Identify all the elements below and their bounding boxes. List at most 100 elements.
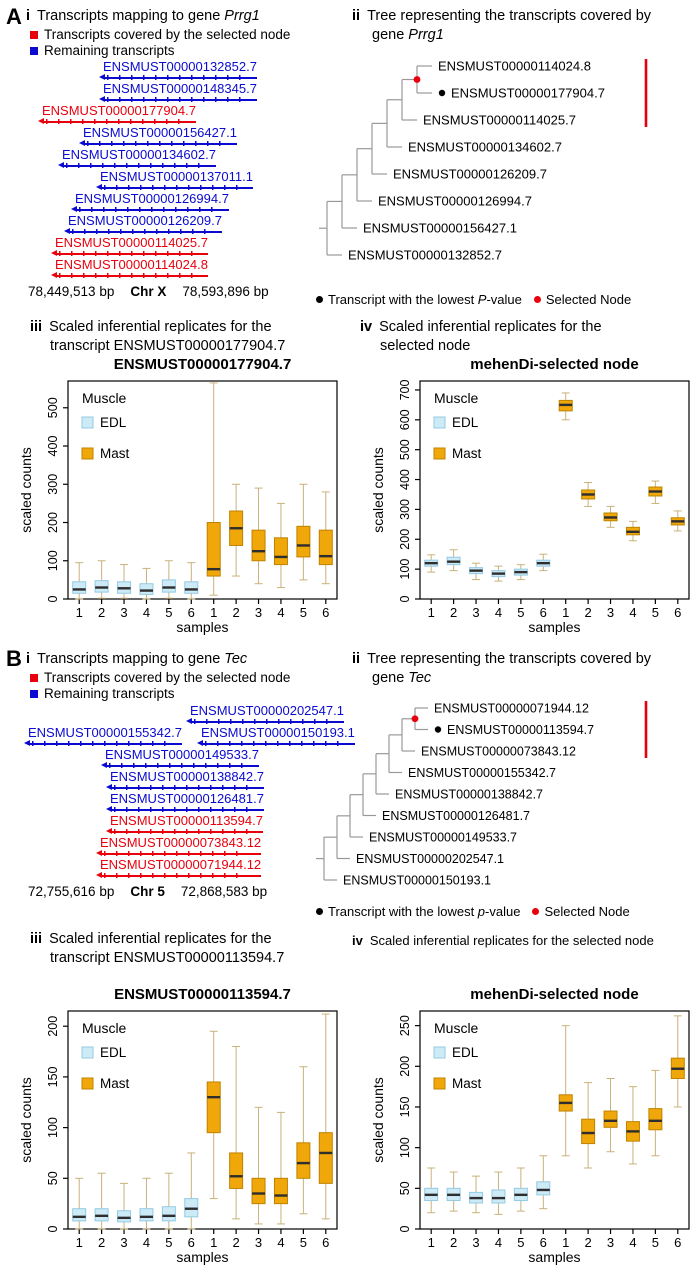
transcript-item: ENSMUST00000071944.12 [96, 858, 262, 879]
y-tick-label: 200 [46, 1016, 60, 1037]
transcript-item: ENSMUST00000073843.12 [96, 836, 262, 857]
transcript-track-line [96, 184, 253, 191]
transcript-row: ENSMUST00000149533.7 [28, 748, 358, 770]
y-tick-label: 100 [46, 550, 60, 571]
strand-arrow-icon [76, 140, 85, 146]
box-mast [318, 1132, 333, 1184]
x-tick-label: 1 [76, 605, 83, 620]
transcript-track-line [96, 850, 262, 857]
transcript-item: ENSMUST00000126481.7 [106, 791, 264, 813]
box-edl [536, 1181, 551, 1196]
transcript-row: ENSMUST00000126209.7 [30, 214, 360, 236]
legend-swatch-edl [81, 416, 94, 429]
legend-title: Muscle [434, 1020, 479, 1036]
panel-b-iii-header: iii Scaled inferential replicates for the… [30, 930, 350, 968]
panel-a-i-num: i [26, 8, 31, 24]
box-mast [296, 1142, 311, 1179]
transcript-track-line [186, 718, 344, 725]
boxplot-a-iv-title: mehenDi-selected node [470, 356, 639, 373]
selected-node-label: Selected Node [544, 904, 630, 919]
legend-entry-label: Mast [452, 446, 482, 461]
covered-square-icon [30, 31, 38, 40]
tree-leaf-label: ENSMUST00000071944.12 [434, 702, 589, 716]
tree-leaf-label: ENSMUST00000114025.7 [423, 113, 576, 128]
transcript-item: ENSMUST00000113594.7 [106, 813, 263, 835]
y-tick-label: 0 [398, 1225, 412, 1232]
legend-title: Muscle [82, 390, 127, 406]
panel-b-iii-line1: Scaled inferential replicates for the [49, 931, 272, 947]
transcript-row: ENSMUST00000073843.12 [28, 836, 358, 858]
boxes [424, 1015, 685, 1215]
panel-b-label: B [6, 646, 22, 671]
box-mast [273, 537, 288, 566]
strand-arrow-icon [35, 118, 44, 124]
transcript-label: ENSMUST00000126994.7 [75, 191, 229, 206]
x-tick-label: 5 [652, 605, 659, 620]
panel-a-genome-axis: 78,449,513 bp Chr X 78,593,896 bp [28, 284, 269, 299]
y-tick-label: 0 [46, 595, 60, 602]
y-tick-label: 50 [398, 1181, 412, 1195]
x-tick-label: 2 [450, 605, 457, 620]
transcript-track-line [38, 118, 196, 125]
x-tick-label: 6 [322, 605, 329, 620]
tree-leaf-label: ENSMUST00000126481.7 [382, 809, 530, 823]
legend-entry-label: EDL [452, 1045, 479, 1060]
box-mast [318, 529, 333, 566]
pvalue-suffix: -value [485, 904, 521, 919]
transcript-track-line [106, 828, 263, 835]
boxes [424, 392, 685, 582]
x-tick-label: 4 [495, 1235, 502, 1250]
x-tick-label: 4 [277, 1235, 284, 1250]
panel-a-i-title: Transcripts mapping to gene [37, 8, 221, 24]
pvalue-symbol: p [477, 904, 486, 919]
y-tick-label: 300 [46, 474, 60, 495]
panel-a-tree-legend: Transcript with the lowest P-value Select… [316, 292, 631, 307]
box-edl [184, 581, 199, 594]
transcript-item: ENSMUST00000114025.7 [51, 236, 208, 257]
strand-arrow-icon [55, 162, 64, 168]
plot-legend: Muscle EDL Mast [81, 390, 130, 461]
panel-a-iii-line2: transcript ENSMUST00000177904.7 [50, 337, 286, 354]
y-tick-label: 200 [398, 1056, 412, 1077]
x-tick-label: 3 [607, 1235, 614, 1250]
transcript-track-line [51, 250, 208, 257]
box-edl [161, 1206, 176, 1222]
transcript-label: ENSMUST00000177904.7 [42, 103, 196, 118]
x-tick-label: 3 [472, 605, 479, 620]
legend-entry-label: EDL [100, 415, 127, 430]
plot-legend: Muscle EDL Mast [81, 1020, 130, 1091]
y-tick-label: 600 [398, 409, 412, 430]
legend-entry-label: Mast [100, 1076, 130, 1091]
remaining-square-icon [30, 47, 38, 56]
tree-leaf-label: ENSMUST00000114024.8 [438, 59, 591, 74]
transcript-label: ENSMUST00000126481.7 [110, 791, 264, 806]
legend-title: Muscle [434, 390, 479, 406]
legend-swatch-edl [433, 416, 446, 429]
tree-leaf-label: ENSMUST00000073843.12 [421, 745, 576, 759]
transcript-row: ENSMUST00000114025.7 [30, 236, 360, 258]
transcript-row: ENSMUST00000137011.1 [30, 170, 360, 192]
legend-swatch-mast [433, 447, 446, 460]
box-edl [139, 583, 154, 595]
x-axis-label: samples [528, 1249, 580, 1265]
panel-b-genome-axis: 72,755,616 bp Chr 5 72,868,583 bp [28, 884, 267, 899]
box-mast [273, 1177, 288, 1205]
box-mast [581, 1118, 596, 1145]
panel-a-iv-header: iv Scaled inferential replicates for the … [360, 318, 695, 356]
transcript-track-line [99, 96, 257, 103]
y-tick-label: 100 [398, 1137, 412, 1158]
boxplot-b-iv-title: mehenDi-selected node [470, 986, 639, 1003]
panel-b-i-gene: Tec [224, 651, 248, 667]
transcript-label: ENSMUST00000113594.7 [110, 813, 263, 828]
selected-node-dot-icon [532, 908, 540, 916]
x-tick-label: 6 [188, 1235, 195, 1250]
panel-a-i-header: i Transcripts mapping to gene Prrg1 [26, 7, 346, 26]
transcript-row: ENSMUST00000148345.7 [30, 82, 360, 104]
boxplot-a-iv-block: mehenDi-selected node 0 100 200 300 400 500 60… [370, 356, 695, 640]
transcript-item: ENSMUST00000155342.7 [24, 726, 182, 747]
